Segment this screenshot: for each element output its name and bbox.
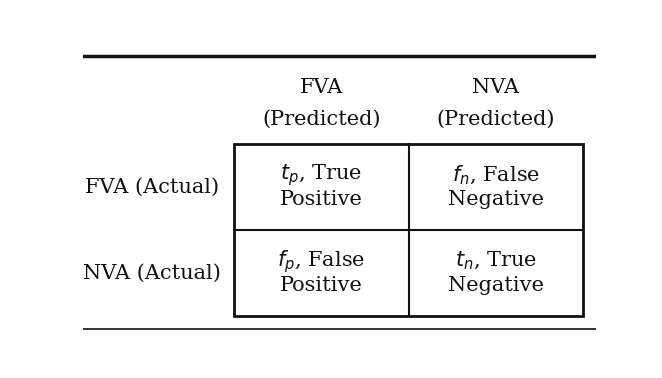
Text: NVA (Actual): NVA (Actual) bbox=[83, 263, 221, 283]
Text: Positive: Positive bbox=[280, 276, 363, 294]
Text: $t_{n}$, True: $t_{n}$, True bbox=[455, 250, 537, 272]
Text: Positive: Positive bbox=[280, 190, 363, 209]
Text: $f_{p}$, False: $f_{p}$, False bbox=[277, 248, 365, 274]
Text: $t_{p}$, True: $t_{p}$, True bbox=[280, 162, 362, 188]
Text: FVA: FVA bbox=[300, 78, 343, 97]
Text: $f_{n}$, False: $f_{n}$, False bbox=[451, 164, 540, 187]
Text: Negative: Negative bbox=[448, 276, 544, 294]
Text: (Predicted): (Predicted) bbox=[262, 110, 381, 129]
Text: NVA: NVA bbox=[472, 78, 519, 97]
Text: (Predicted): (Predicted) bbox=[436, 110, 555, 129]
Text: FVA (Actual): FVA (Actual) bbox=[85, 178, 219, 197]
Text: Negative: Negative bbox=[448, 190, 544, 209]
Bar bbox=[234, 144, 583, 316]
